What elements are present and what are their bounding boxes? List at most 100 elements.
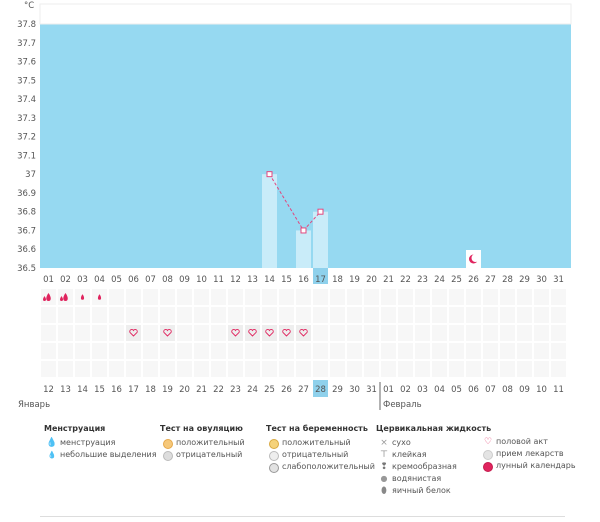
symbol-cell xyxy=(58,343,73,359)
symbol-cell xyxy=(58,307,73,323)
symbol-cell xyxy=(500,343,515,359)
day-label: 15 xyxy=(281,275,292,285)
date-label: 18 xyxy=(145,385,156,395)
symbol-cell xyxy=(551,325,566,341)
date-label: 12 xyxy=(43,385,54,395)
day-label: 05 xyxy=(111,275,122,285)
egg-white-icon: ⬮ xyxy=(381,486,387,496)
symbol-cell xyxy=(449,361,464,377)
symbol-cell xyxy=(381,289,396,305)
symbol-cell xyxy=(194,343,209,359)
symbol-cell xyxy=(245,289,260,305)
symbol-cell xyxy=(262,289,277,305)
symbol-cell xyxy=(194,325,209,341)
blood-drop-icon xyxy=(60,296,63,301)
pill-icon xyxy=(483,450,493,460)
pregnancy-negative-icon xyxy=(269,451,279,461)
symbol-cell xyxy=(126,361,141,377)
symbol-cell xyxy=(160,343,175,359)
symbol-cell xyxy=(194,307,209,323)
heart-cell xyxy=(126,325,141,341)
blood-drops-icon: 💧 xyxy=(46,438,58,448)
symbol-cell xyxy=(415,325,430,341)
day-label: 09 xyxy=(179,275,190,285)
symbol-cell xyxy=(364,307,379,323)
heart-icon xyxy=(163,329,172,337)
date-label: 28 xyxy=(315,385,326,395)
symbol-cell xyxy=(92,307,107,323)
heart-icon xyxy=(129,329,138,337)
date-label: 07 xyxy=(485,385,496,395)
date-label: 14 xyxy=(77,385,88,395)
day-label: 14 xyxy=(264,275,275,285)
symbol-cell xyxy=(483,343,498,359)
symbol-cell xyxy=(296,361,311,377)
symbol-cell xyxy=(330,307,345,323)
pregnancy-positive-icon xyxy=(269,439,279,449)
day-label: 03 xyxy=(77,275,88,285)
date-label: 09 xyxy=(519,385,530,395)
day-label: 10 xyxy=(196,275,207,285)
symbol-cell xyxy=(228,307,243,323)
symbol-cell xyxy=(534,289,549,305)
symbol-cell xyxy=(279,361,294,377)
blood-drop-small-icon xyxy=(97,294,102,300)
symbol-cell xyxy=(228,343,243,359)
temperature-point xyxy=(317,208,324,215)
heart-icon xyxy=(282,329,291,337)
symbol-cell xyxy=(330,343,345,359)
symbol-cell xyxy=(551,289,566,305)
symbol-cell xyxy=(483,289,498,305)
temperature-bar xyxy=(262,174,277,268)
symbol-cell xyxy=(347,307,362,323)
date-label: 08 xyxy=(502,385,513,395)
symbol-cell xyxy=(177,289,192,305)
day-label: 25 xyxy=(451,275,462,285)
symbol-cell xyxy=(211,289,226,305)
symbol-cell xyxy=(41,325,56,341)
day-label: 07 xyxy=(145,275,156,285)
y-tick-label: 36.5 xyxy=(17,264,36,274)
symbol-cell xyxy=(449,343,464,359)
symbol-cell xyxy=(466,289,481,305)
symbol-cell xyxy=(381,325,396,341)
date-label: 19 xyxy=(162,385,173,395)
symbol-cell xyxy=(160,289,175,305)
symbol-cell xyxy=(466,343,481,359)
dry-icon: × xyxy=(380,438,388,448)
y-tick-label: 36.8 xyxy=(17,208,36,218)
symbol-cell xyxy=(449,289,464,305)
month-label-left: Январь xyxy=(18,400,50,410)
symbol-cell xyxy=(160,361,175,377)
legend-title: Тест на овуляцию xyxy=(160,424,243,433)
date-label: 02 xyxy=(400,385,411,395)
symbol-cell xyxy=(483,307,498,323)
bottom-divider xyxy=(40,516,565,517)
symbol-cell xyxy=(347,343,362,359)
symbol-cell xyxy=(330,289,345,305)
legend-item: ⊤ клейкая xyxy=(376,449,491,461)
date-label: 29 xyxy=(332,385,343,395)
date-label: 01 xyxy=(383,385,394,395)
day-label: 23 xyxy=(417,275,428,285)
symbol-cell xyxy=(126,343,141,359)
symbol-cell xyxy=(296,307,311,323)
symbol-cell xyxy=(143,289,158,305)
legend-title: Цервикальная жидкость xyxy=(376,424,492,433)
y-tick-label: 37.1 xyxy=(17,151,36,161)
date-label: 16 xyxy=(111,385,122,395)
symbol-cell xyxy=(245,343,260,359)
symbol-cell xyxy=(551,343,566,359)
day-label: 02 xyxy=(60,275,71,285)
symbol-cell xyxy=(534,325,549,341)
symbol-cell xyxy=(143,307,158,323)
symbol-cell xyxy=(381,343,396,359)
temperature-bar xyxy=(313,211,328,268)
symbol-cell xyxy=(109,325,124,341)
symbol-cell xyxy=(432,307,447,323)
blood-drop-icon xyxy=(43,296,46,301)
symbol-cell xyxy=(364,325,379,341)
ovulation-positive-icon xyxy=(163,439,173,449)
symbol-cell xyxy=(466,325,481,341)
symbol-cell xyxy=(347,325,362,341)
